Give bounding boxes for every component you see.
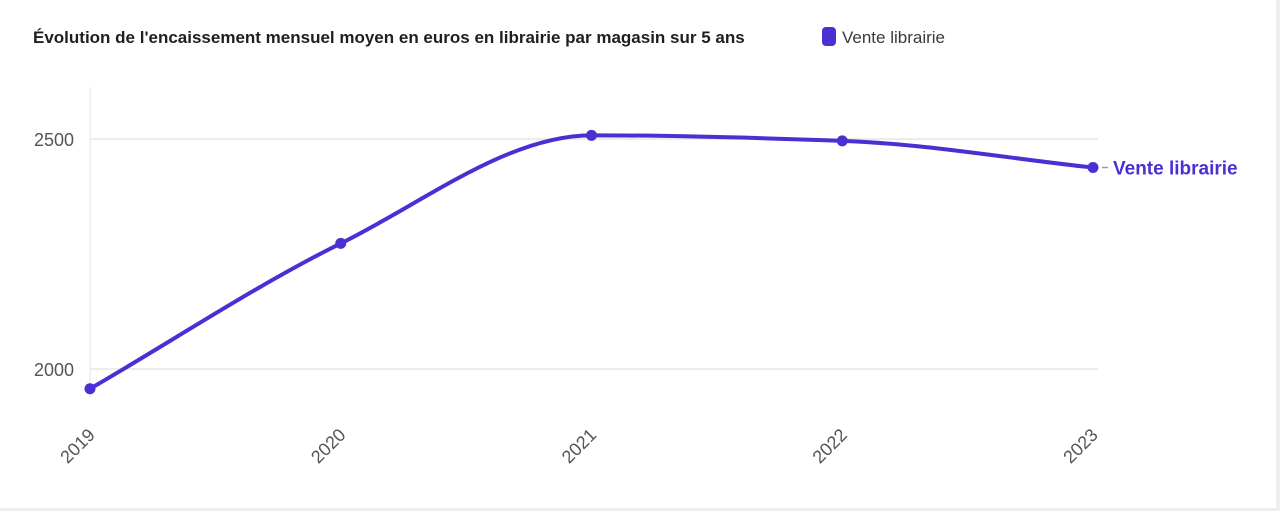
x-tick-label-2020: 2020 [307, 425, 349, 467]
x-tick-labels: 2019 2020 2021 2022 2023 [56, 425, 1101, 467]
x-tick-label-2023: 2023 [1059, 425, 1101, 467]
data-point-2020[interactable] [335, 237, 347, 249]
y-tick-label-2000: 2000 [34, 360, 74, 380]
data-point-2022[interactable] [836, 135, 848, 147]
x-tick-label-2019: 2019 [56, 425, 98, 467]
y-tick-label-2500: 2500 [34, 130, 74, 150]
grid-lines [90, 138, 1098, 370]
frame-right-edge [1276, 0, 1280, 511]
data-point-2019[interactable] [84, 383, 96, 395]
series-line-vente-librairie [88, 133, 1095, 391]
x-tick-label-2021: 2021 [558, 425, 600, 467]
data-point-2023[interactable] [1087, 162, 1099, 174]
y-tick-labels: 2000 2500 [34, 130, 74, 380]
legend-swatch-vente-librairie[interactable] [822, 27, 836, 46]
frame-bottom-edge [0, 508, 1280, 511]
chart-title: Évolution de l'encaissement mensuel moye… [33, 28, 745, 47]
series-end-label: Vente librairie [1113, 159, 1238, 180]
legend-label-vente-librairie[interactable]: Vente librairie [842, 28, 945, 47]
data-points [84, 129, 1099, 395]
data-point-2021[interactable] [586, 129, 597, 141]
x-tick-label-2022: 2022 [809, 425, 851, 467]
